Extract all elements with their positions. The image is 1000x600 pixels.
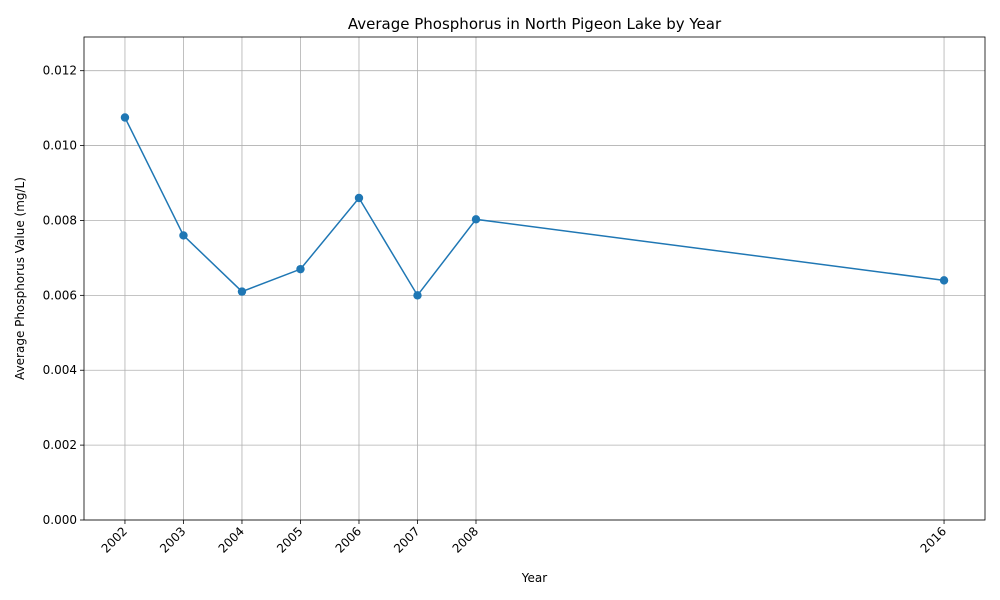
y-axis-label: Average Phosphorus Value (mg/L) (13, 177, 27, 380)
x-tick-label: 2006 (333, 524, 364, 555)
axis-ticks: 2002 2003 2004 2005 2006 2007 2008 2016 0.000 0.0… (43, 64, 950, 556)
x-tick-label: 2007 (391, 524, 422, 555)
data-point (237, 287, 247, 296)
data-point (939, 276, 949, 285)
data-point (354, 193, 364, 203)
data-point (179, 231, 188, 240)
y-tick-label: 0.000 (43, 513, 77, 527)
data-point (296, 264, 305, 274)
y-tick-label: 0.012 (43, 64, 77, 78)
x-tick-label: 2016 (918, 524, 949, 555)
y-tick-label: 0.010 (43, 139, 77, 153)
y-tick-label: 0.006 (43, 288, 77, 302)
x-tick-label: 2003 (157, 524, 188, 555)
x-axis-label: Year (521, 571, 547, 585)
x-tick-label: 2005 (274, 524, 305, 555)
series-layer (120, 113, 949, 300)
y-tick-label: 0.002 (43, 438, 77, 452)
data-point (413, 291, 422, 300)
chart-title: Average Phosphorus in North Pigeon Lake … (348, 15, 722, 33)
data-point (471, 215, 481, 224)
data-point (120, 113, 130, 122)
y-tick-label: 0.008 (43, 213, 77, 227)
axes-frame (83, 36, 986, 521)
x-tick-label: 2008 (450, 524, 481, 555)
grid (84, 37, 985, 521)
y-tick-label: 0.004 (43, 363, 77, 377)
series-line (124, 117, 945, 297)
x-tick-label: 2004 (216, 524, 247, 555)
x-tick-label: 2002 (99, 524, 130, 555)
